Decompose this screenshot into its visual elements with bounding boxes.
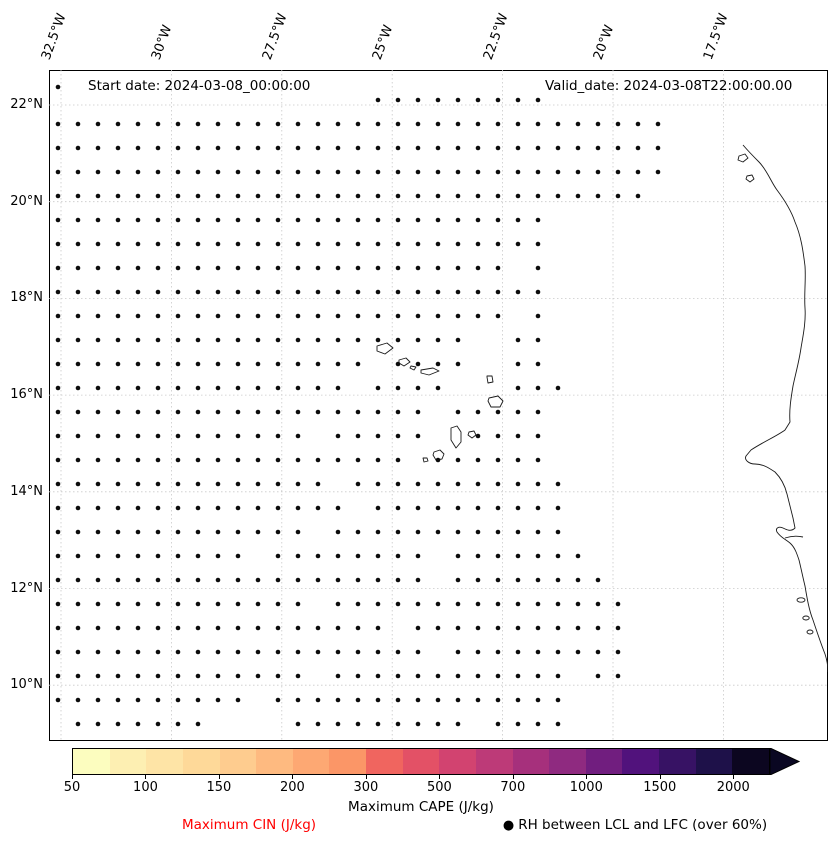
map-canvas [49,70,828,741]
y-tick-label: 18°N [10,290,43,306]
grid-layer [49,70,828,741]
colorbar-tickmark [218,775,220,779]
start-date-label: Start date: 2024-03-08_00:00:00 [88,78,311,94]
colorbar-segment [256,749,293,774]
island-boa-vista [487,395,504,408]
colorbar-segment [329,749,366,774]
x-tick-label: 20°W [590,23,618,62]
x-tick-label: 22.5°W [480,11,512,62]
colorbar-tick-label: 1500 [643,780,677,795]
colorbar-tickmark [512,775,514,779]
coastal-lagoon [802,615,810,621]
island-brava [422,457,429,463]
colorbar-segment [146,749,183,774]
colorbar-segment [549,749,586,774]
colorbar-tickmark [586,775,588,779]
colorbar-segment [732,749,769,774]
stipple-dots-layer [55,84,661,727]
colorbar-tickmark [145,775,147,779]
africa-coastline [742,144,828,673]
cin-legend-label: Maximum CIN (J/kg) [181,817,317,833]
island-santiago [450,425,462,449]
colorbar-extend-arrow [770,748,801,775]
y-tick-label: 14°N [10,483,43,499]
coast-islet [737,153,749,163]
colorbar-segment [512,749,550,774]
colorbar-segment [109,749,147,774]
colorbar-tick-label: 150 [206,780,232,795]
colorbar-tickmark [733,775,735,779]
y-tick-label: 20°N [10,193,43,209]
coastal-lagoon [796,597,806,603]
rh-legend: ● RH between LCL and LFC (over 60%) [470,817,800,833]
colorbar-tickmark [439,775,441,779]
colorbar-tickmark [292,775,294,779]
y-tick-label: 22°N [10,97,43,112]
colorbar-tick-label: 700 [500,780,526,795]
colorbar [72,748,770,775]
gambia-river [784,535,804,539]
coast-islet [745,174,755,183]
colorbar-segment [475,749,513,774]
island-maio [467,430,477,439]
colorbar-tick-label: 2000 [716,780,750,795]
colorbar-tick-label: 50 [63,780,81,795]
colorbar-tickmark [659,775,661,779]
island-sal [486,375,494,384]
colorbar-segment [182,749,220,774]
island-fogo [432,449,445,461]
x-tick-label: 17.5°W [701,11,732,62]
colorbar-tick-label: 200 [279,780,305,795]
colorbar-segment [695,749,733,774]
x-tick-label: 32.5°W [38,11,70,62]
rh-legend-label: RH between LCL and LFC (over 60%) [518,817,768,833]
coastal-lagoon [806,629,814,635]
colorbar-tickmark [365,775,367,779]
coastline-layer [376,144,828,673]
colorbar-segment [292,749,330,774]
y-tick-label: 16°N [10,387,43,403]
colorbar-segment [659,749,696,774]
colorbar-segment [366,749,403,774]
colorbar-label: Maximum CAPE (J/kg) [348,799,494,815]
colorbar-segment [439,749,476,774]
island-santo-antao [376,342,394,355]
colorbar-segment [622,749,659,774]
valid-date-label: Valid_date: 2024-03-08T22:00:00.00 [545,78,793,94]
island-santa-luzia [409,365,417,371]
colorbar-segment [402,749,440,774]
dot-marker-icon: ● [502,818,515,833]
colorbar-tick-label: 100 [133,780,158,795]
x-tick-label: 30°W [149,23,176,62]
colorbar-tickmark [72,775,73,779]
colorbar-tick-label: 1000 [569,780,603,795]
colorbar-segment [73,749,110,774]
y-tick-label: 10°N [10,677,43,693]
colorbar-tick-label: 500 [426,780,452,795]
colorbar-tick-label: 300 [353,780,379,795]
x-tick-label: 27.5°W [259,11,291,62]
x-tick-label: 25°W [370,23,397,62]
island-sao-vicente [398,357,411,367]
y-tick-label: 12°N [10,580,43,596]
colorbar-segment [585,749,623,774]
colorbar-segment [219,749,257,774]
island-sao-nicolau [420,367,440,376]
